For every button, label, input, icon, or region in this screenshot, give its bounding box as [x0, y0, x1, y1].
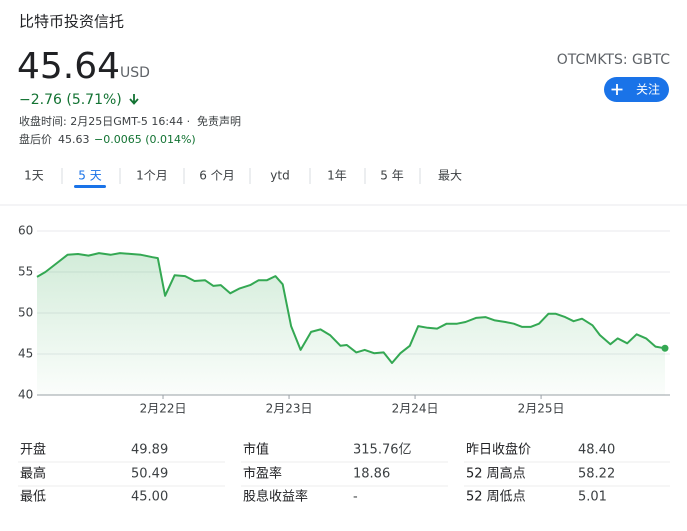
tab[interactable]: 1个月 [136, 169, 168, 183]
tab[interactable]: 6 个月 [199, 169, 234, 183]
stat-label: 最高 [20, 466, 46, 482]
follow-button[interactable]: 关注 [604, 77, 669, 102]
tab[interactable]: 1天 [24, 169, 44, 183]
disclaimer-link[interactable]: 免责声明 [197, 114, 241, 128]
x-tick-label: 2月24日 [392, 402, 439, 416]
y-tick-label: 55 [18, 265, 33, 279]
stat-value: 48.40 [578, 443, 615, 458]
x-tick-label: 2月23日 [266, 402, 313, 416]
tab[interactable]: 1年 [327, 169, 347, 183]
stat-value: 18.86 [353, 467, 390, 482]
stat-value: 50.49 [131, 467, 168, 482]
after-label: 盘后价 [19, 132, 52, 146]
change: −2.76 (5.71%) [19, 92, 122, 108]
tab[interactable]: 最大 [438, 169, 462, 183]
currency: USD [120, 65, 150, 81]
price-line [36, 252, 666, 364]
y-tick-label: 40 [18, 388, 33, 402]
down-arrow [129, 94, 139, 105]
follow-bg[interactable] [604, 77, 669, 102]
stat-value: 58.22 [578, 467, 615, 482]
price: 45.64 [17, 46, 120, 87]
end-dot [661, 344, 669, 352]
stat-label: 股息收益率 [243, 489, 308, 505]
after-change: −0.0065 (0.014%) [94, 133, 196, 146]
title: 比特币投资信托 [19, 13, 124, 31]
plus-icon[interactable] [611, 84, 623, 95]
area [37, 253, 665, 395]
stat-value: 45.00 [131, 490, 168, 505]
stat-label: 开盘 [20, 442, 46, 458]
follow-label[interactable]: 关注 [636, 82, 660, 97]
stat-value: 315.76亿 [353, 443, 412, 458]
tab[interactable]: 5 年 [380, 169, 403, 183]
stat-label: 52 周高点 [466, 466, 526, 482]
y-tick-label: 50 [18, 306, 33, 320]
stat-label: 市盈率 [243, 466, 282, 482]
x-tick-label: 2月25日 [518, 402, 565, 416]
close-time: 收盘时间: 2月25日GMT-5 16:44 · [19, 114, 190, 128]
stat-label: 最低 [20, 490, 46, 505]
stat-label: 市值 [243, 442, 269, 458]
after-price: 45.63 [58, 133, 90, 146]
tab-underline [74, 185, 106, 188]
y-tick-label: 45 [18, 347, 33, 361]
stat-value: 5.01 [578, 490, 607, 505]
y-tick-label: 60 [18, 224, 33, 238]
stat-label: 昨日收盘价 [466, 442, 531, 458]
x-tick-label: 2月22日 [140, 402, 187, 416]
stat-value: - [353, 490, 358, 505]
stat-value: 49.89 [131, 443, 168, 458]
tab[interactable]: 5 天 [78, 169, 101, 183]
tab[interactable]: ytd [270, 169, 289, 183]
stat-label: 52 周低点 [466, 490, 526, 505]
exchange: OTCMKTS: GBTC [557, 52, 670, 68]
